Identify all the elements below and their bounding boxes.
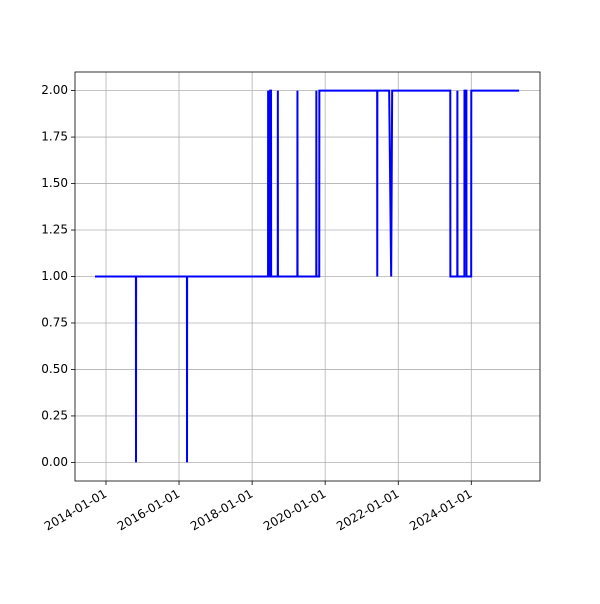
y-tick-label: 0.50 [41, 362, 68, 376]
x-tick-label: 2018-01-01 [188, 487, 255, 534]
x-tick-label: 2020-01-01 [261, 487, 328, 534]
y-tick-label: 0.75 [41, 315, 68, 329]
x-tick-label: 2022-01-01 [334, 487, 401, 534]
y-tick-label: 1.50 [41, 176, 68, 190]
y-tick-label: 1.75 [41, 130, 68, 144]
y-tick-label: 1.00 [41, 269, 68, 283]
data-line [95, 89, 520, 463]
axes-frame [74, 71, 541, 482]
y-tick-label: 1.25 [41, 223, 68, 237]
x-tick-label: 2024-01-01 [407, 487, 474, 534]
x-tick-label: 2016-01-01 [115, 487, 182, 534]
y-tick-label: 2.00 [41, 83, 68, 97]
y-tick-label: 0.25 [41, 408, 68, 422]
y-tick-label: 0.00 [41, 455, 68, 469]
x-tick-label: 2014-01-01 [42, 487, 109, 534]
